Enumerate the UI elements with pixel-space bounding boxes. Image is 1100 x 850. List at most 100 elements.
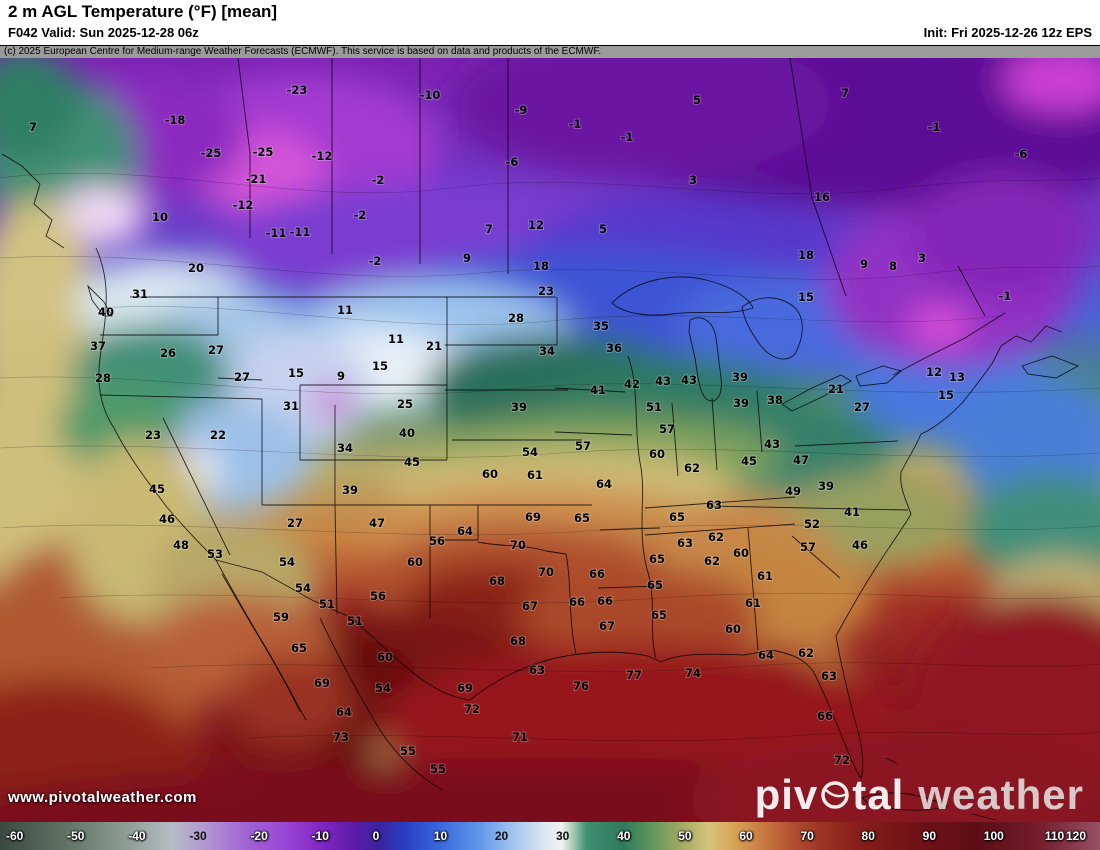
- temp-label: 15: [288, 366, 304, 380]
- colorbar-tick: 120: [1066, 829, 1087, 843]
- colorbar-tick: -40: [128, 829, 146, 843]
- temp-label: 18: [798, 248, 814, 262]
- colorbar-tick: 80: [861, 829, 875, 843]
- temp-label: 47: [369, 516, 385, 530]
- temp-label: 64: [336, 705, 352, 719]
- temp-label: 69: [525, 510, 541, 524]
- temp-label: 27: [234, 370, 250, 384]
- temp-label: -12: [233, 198, 254, 212]
- temp-label: 62: [708, 530, 724, 544]
- temp-label: 41: [844, 505, 860, 519]
- temp-label: 21: [426, 339, 442, 353]
- temp-label: 9: [337, 369, 345, 383]
- temp-label: 54: [295, 581, 311, 595]
- colorbar-tick: 0: [372, 829, 380, 843]
- temp-label: 39: [818, 479, 834, 493]
- temp-label: 12: [926, 365, 942, 379]
- temp-label: 56: [429, 534, 445, 548]
- colorbar-tick: 70: [800, 829, 814, 843]
- temp-label: 66: [597, 594, 613, 608]
- temp-label: 11: [388, 332, 404, 346]
- temp-label: 54: [279, 555, 295, 569]
- temp-label: 28: [508, 311, 524, 325]
- temp-label: 65: [651, 608, 667, 622]
- temp-label: 64: [758, 648, 774, 662]
- temp-label: 43: [655, 374, 671, 388]
- temp-label: 67: [522, 599, 538, 613]
- colorbar: -60 -50 -40 -30 -20 -10 0 10 20 30 40 50 60 70 80 90 100…: [0, 822, 1100, 850]
- temp-label: 27: [287, 516, 303, 530]
- temp-label: 20: [188, 261, 204, 275]
- temp-label: 54: [522, 445, 538, 459]
- temp-label: 42: [624, 377, 640, 391]
- temp-label: 35: [593, 319, 609, 333]
- temp-label: 8: [889, 259, 897, 273]
- temp-label: 66: [569, 595, 585, 609]
- colorbar-tick: -30: [189, 829, 207, 843]
- temp-label: 51: [347, 614, 363, 628]
- temp-label: 26: [160, 346, 176, 360]
- temperature-map: 7 -18-23 -10-9-15 7-1-25 -25 -12-2-6-1316-6-2…: [0, 58, 1100, 822]
- temp-label: 62: [704, 554, 720, 568]
- temp-label: 63: [529, 663, 545, 677]
- temp-label: 62: [684, 461, 700, 475]
- temp-label: 23: [538, 284, 554, 298]
- temp-label: 60: [377, 650, 393, 664]
- temp-label: 54: [375, 681, 391, 695]
- temp-label: 9: [463, 251, 471, 265]
- temp-label: 65: [647, 578, 663, 592]
- temp-label: 66: [817, 709, 833, 723]
- field-blob: [230, 654, 354, 746]
- temp-label: 57: [800, 540, 816, 554]
- temp-label: 23: [145, 428, 161, 442]
- temp-label: 77: [626, 668, 642, 682]
- map-area: 7 -18 -23 -10 -9 -1 5 7 -1 -25 -25 -12 -2 -6 -1 3 16 -6 -2…: [0, 58, 1100, 822]
- colorbar-tick: 90: [922, 829, 937, 843]
- colorbar-tick: -60: [6, 829, 24, 843]
- temp-label: 51: [319, 597, 335, 611]
- temp-label: 25: [397, 397, 413, 411]
- globe-icon: [821, 781, 849, 809]
- temp-label: 39: [342, 483, 358, 497]
- temperature-field: [0, 58, 1100, 822]
- temp-label: 37: [90, 339, 106, 353]
- logo-text-tal: tal: [852, 771, 905, 818]
- temp-label: 64: [457, 524, 473, 538]
- temp-label: 60: [725, 622, 741, 636]
- logo-text-weather: weather: [918, 771, 1084, 818]
- temp-label: 49: [785, 484, 801, 498]
- temp-label: 61: [745, 596, 761, 610]
- temp-label: 13: [949, 370, 965, 384]
- temp-label: 39: [733, 396, 749, 410]
- temp-label: -25: [201, 146, 222, 160]
- colorbar-tick: 10: [433, 829, 448, 843]
- geography-boundaries: [1, 58, 1080, 821]
- temp-label: 52: [804, 517, 820, 531]
- colorbar-tick: 50: [678, 829, 692, 843]
- watermark-url: www.pivotalweather.com: [8, 789, 197, 806]
- temp-label: 66: [589, 567, 605, 581]
- temp-label: 21: [828, 382, 844, 396]
- colorbar-tick: -10: [311, 829, 329, 843]
- temp-label: 15: [938, 388, 954, 402]
- temp-label: 41: [590, 383, 606, 397]
- temp-label: 15: [372, 359, 388, 373]
- temp-label: -2: [372, 173, 385, 187]
- temp-label: -1: [569, 117, 582, 131]
- field-blob: [313, 387, 353, 417]
- temp-label: 70: [510, 538, 526, 552]
- temp-label: 60: [649, 447, 665, 461]
- colorbar-tick: 110: [1044, 829, 1065, 843]
- temp-label: -1: [928, 120, 941, 134]
- temp-label: 45: [741, 454, 757, 468]
- init-time-label: Init: Fri 2025-12-26 12z EPS: [923, 25, 1092, 40]
- temp-label: 57: [575, 439, 591, 453]
- temp-label: 39: [732, 370, 748, 384]
- field-blob: [518, 568, 762, 660]
- temp-label: 7: [29, 120, 37, 134]
- temp-label: 61: [757, 569, 773, 583]
- temp-label: 56: [370, 589, 386, 603]
- temp-label: 39: [511, 400, 527, 414]
- temp-label: 48: [173, 538, 189, 552]
- temp-label: 60: [407, 555, 423, 569]
